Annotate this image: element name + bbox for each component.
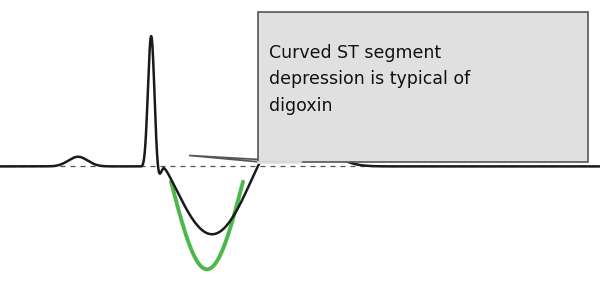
FancyBboxPatch shape [258,12,588,162]
Text: Curved ST segment
depression is typical of
digoxin: Curved ST segment depression is typical … [269,44,470,114]
Polygon shape [189,155,300,162]
